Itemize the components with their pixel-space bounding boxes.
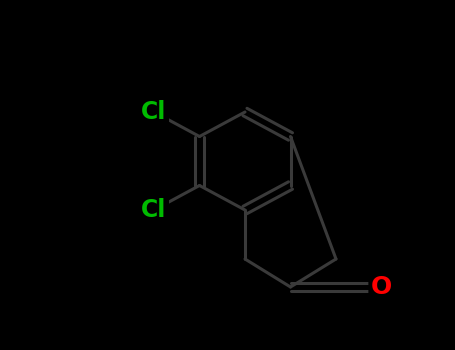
Text: O: O — [371, 275, 392, 299]
Text: Cl: Cl — [142, 198, 167, 222]
Text: Cl: Cl — [142, 100, 167, 124]
